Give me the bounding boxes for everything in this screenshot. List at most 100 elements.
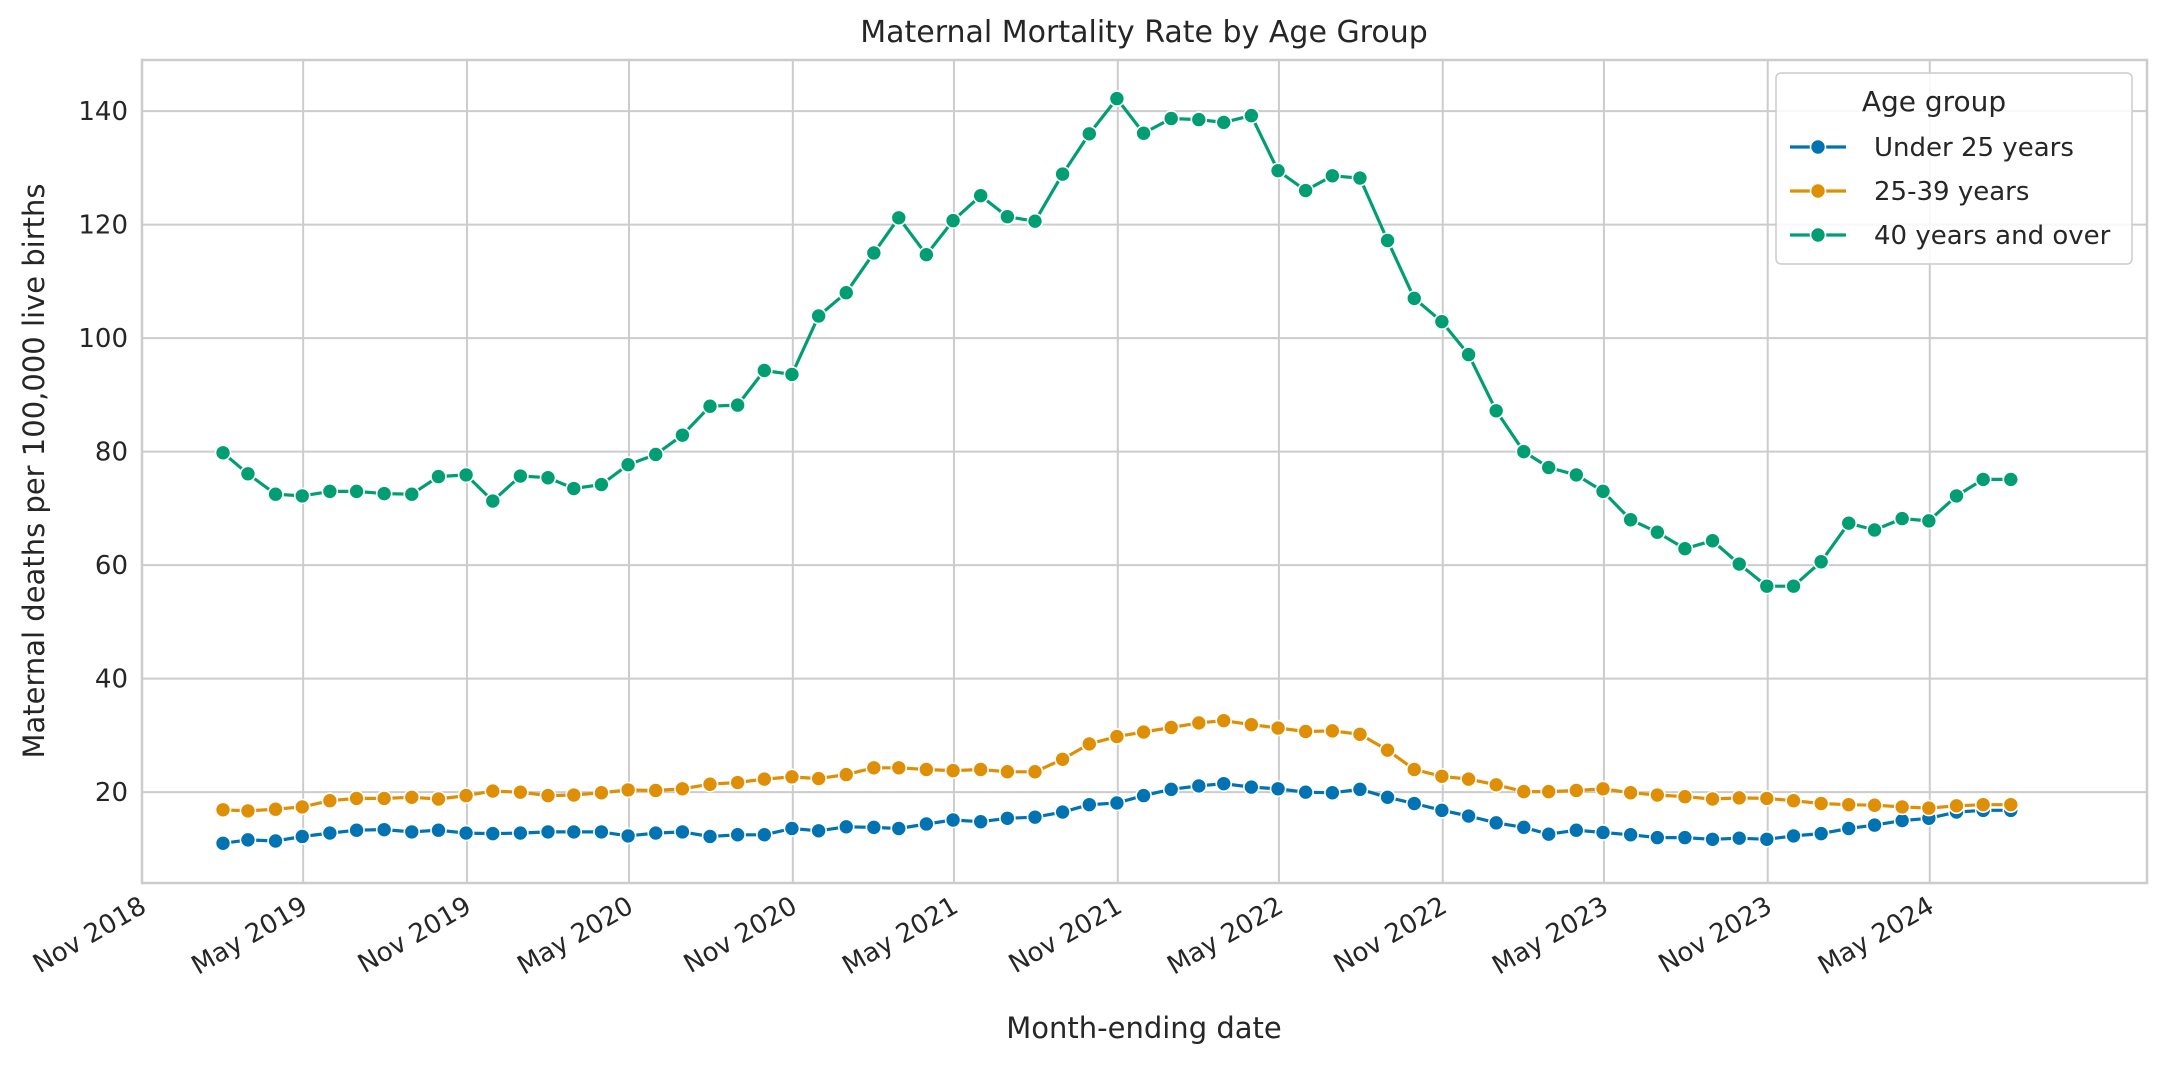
data-point [1515,443,1533,460]
data-point [1297,783,1314,801]
series-2 [214,712,2020,820]
data-point [1568,466,1585,484]
data-point [999,208,1016,225]
data-point [729,774,746,791]
data-point [403,823,421,841]
data-point [484,782,502,800]
legend-marker [1809,138,1827,156]
data-point [1351,781,1369,798]
data-point [1054,165,1071,183]
data-point [729,826,746,844]
data-point [1351,725,1369,743]
data-point [918,761,935,778]
data-point [214,444,232,462]
series-3 [214,90,2020,595]
data-point [1893,798,1911,816]
data-point [619,456,637,473]
data-point [1785,577,1802,595]
y-tick-label: 120 [78,211,128,241]
legend-label: 40 years and over [1874,221,2111,251]
data-point [756,826,773,844]
data-point [321,483,339,500]
data-point [1297,723,1314,740]
data-point [783,768,801,786]
data-point [756,770,773,788]
data-point [214,801,232,819]
data-point [1379,741,1396,759]
data-point [1215,114,1233,131]
data-point [1515,783,1533,800]
data-point [512,824,529,842]
data-point [1190,777,1208,795]
data-point [1460,346,1477,363]
data-point [1785,827,1802,845]
data-point [1269,780,1287,798]
data-point [1162,719,1180,736]
data-point [1704,532,1721,550]
x-axis-label: Month-ending date [1006,1011,1281,1045]
data-point [512,783,529,801]
y-tick-label: 60 [95,551,128,581]
data-point [647,824,665,842]
data-point [1243,716,1260,733]
data-point [375,485,393,502]
data-point [1108,90,1126,107]
data-point [1540,825,1558,843]
data-point [1948,487,1965,505]
data-point [539,823,557,841]
data-point [701,397,719,415]
data-point [1758,577,1776,595]
data-point [1405,290,1423,307]
data-point [593,784,610,802]
y-tick-label: 40 [95,665,128,695]
data-point [972,813,989,831]
data-point [837,766,855,783]
data-point [1379,788,1396,806]
data-point [1785,792,1802,810]
data-point [647,446,665,463]
data-point [1054,750,1071,768]
data-point [729,396,746,414]
data-point [1026,763,1044,781]
data-point [1920,512,1938,530]
series-1 [214,775,2020,852]
data-point [1866,521,1883,539]
data-point [565,480,583,497]
data-point [999,763,1016,781]
data-point [1135,787,1152,804]
data-point [1433,313,1451,330]
data-point [1460,770,1477,788]
data-point [944,762,962,779]
data-point [1026,212,1044,230]
data-point [348,483,365,500]
data-point [1676,540,1694,557]
legend-label: 25-39 years [1874,177,2029,207]
data-point [1135,723,1152,741]
legend-label: Under 25 years [1874,133,2074,163]
data-point [1622,784,1639,802]
data-point [1622,826,1639,844]
data-point [1215,712,1233,729]
data-point [1840,820,1858,837]
data-point [348,821,365,839]
data-point [674,426,691,444]
data-point [1405,761,1423,778]
data-point [1594,824,1612,841]
data-point [430,821,447,839]
data-point [1190,714,1208,732]
data-point [701,828,719,845]
data-point [484,825,502,842]
data-point [1840,514,1858,532]
data-point [1324,784,1341,802]
y-axis-label: Maternal deaths per 100,000 live births [17,183,51,758]
data-point [865,244,883,262]
data-point [972,761,989,778]
data-point [2002,471,2020,488]
data-point [293,828,311,845]
legend-marker [1809,182,1827,200]
data-point [865,819,883,836]
data-point [1704,830,1721,848]
y-tick-label: 100 [78,324,128,354]
data-point [1649,523,1666,541]
data-point [1215,775,1233,792]
